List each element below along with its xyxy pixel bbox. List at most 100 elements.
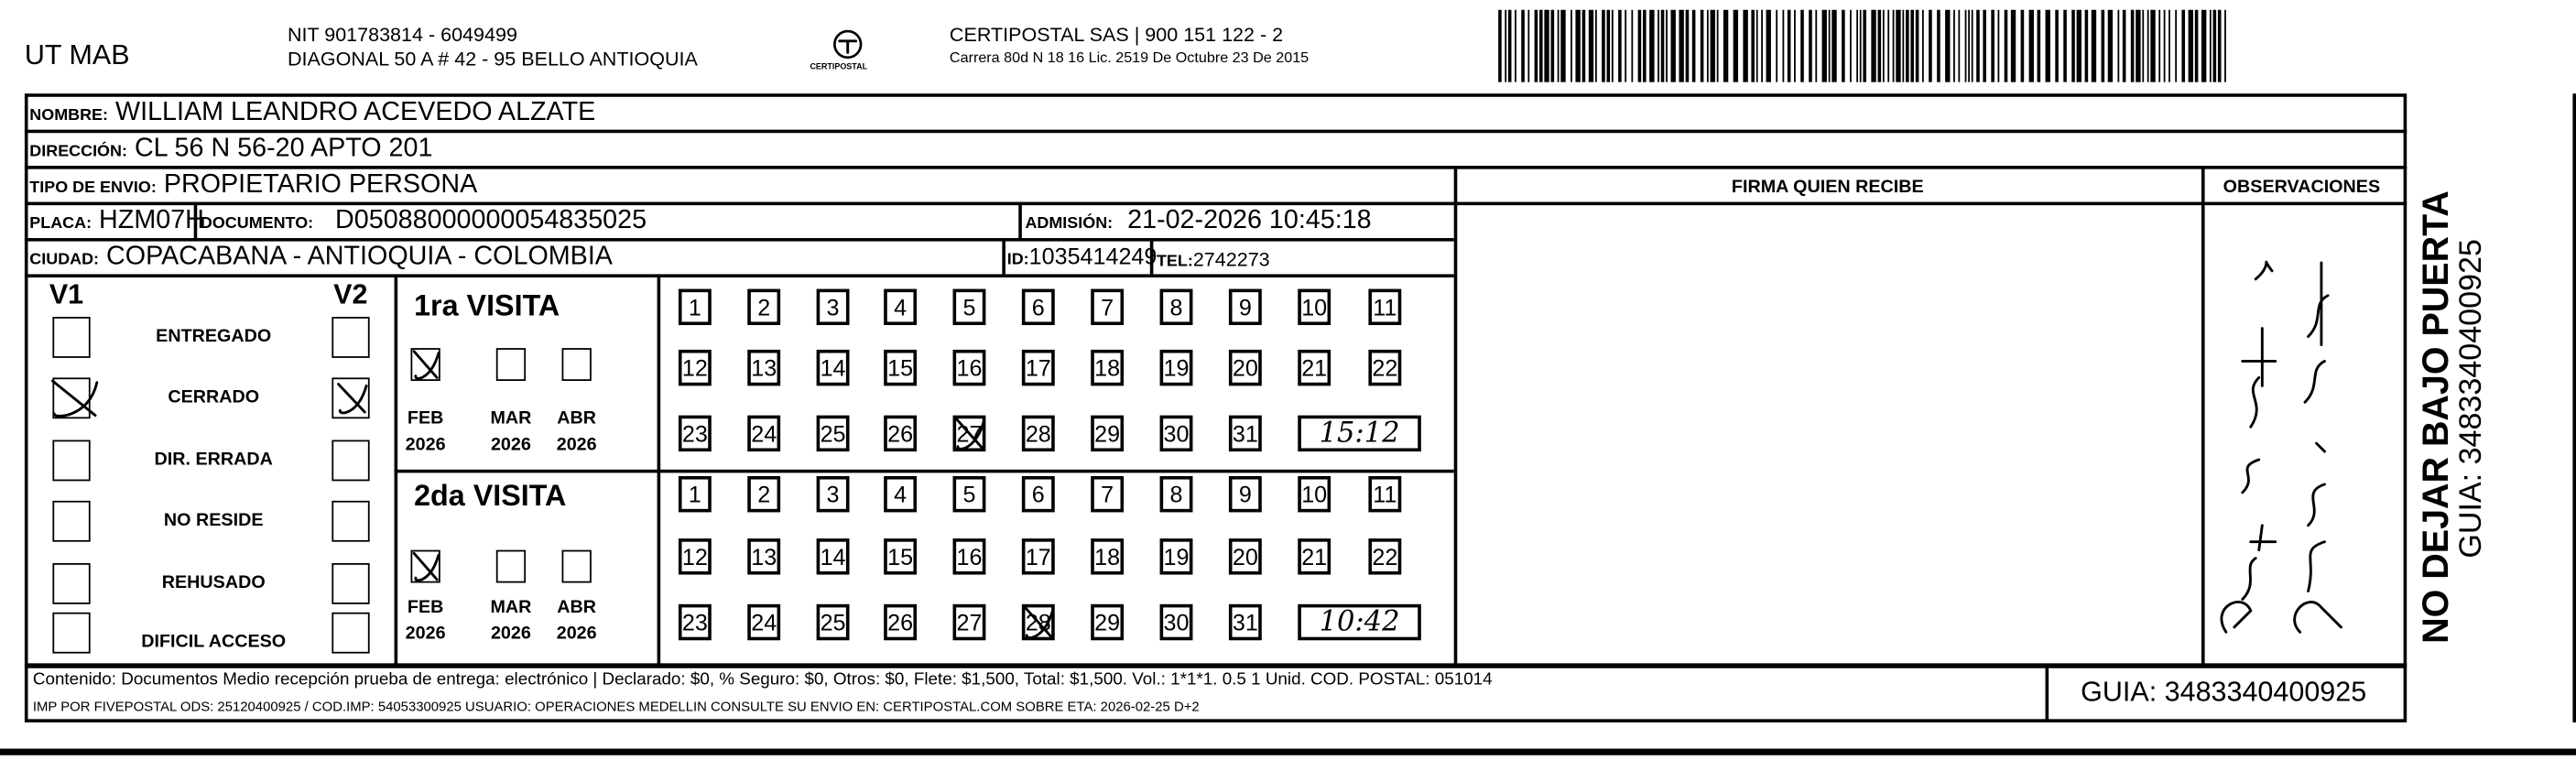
day-box[interactable]: 1 xyxy=(678,475,712,513)
day-box[interactable]: 17 xyxy=(1021,538,1055,575)
barcode-bar xyxy=(1560,9,1566,82)
barcode-bar xyxy=(1743,9,1748,82)
v2-checkbox[interactable] xyxy=(332,377,370,419)
day-box[interactable]: 15 xyxy=(884,349,918,386)
v1-checkbox[interactable] xyxy=(52,440,91,482)
day-box[interactable]: 3 xyxy=(816,475,850,513)
day-box[interactable]: 21 xyxy=(1298,538,1331,575)
day-box[interactable]: 28 xyxy=(1021,415,1055,452)
day-box[interactable]: 7 xyxy=(1091,475,1125,513)
barcode-bar xyxy=(1670,9,1676,82)
v1-checkbox[interactable] xyxy=(52,500,91,542)
barcode-bar xyxy=(1887,9,1890,82)
month-checkbox-mar[interactable] xyxy=(495,348,527,381)
day-box[interactable]: 11 xyxy=(1368,288,1402,326)
day-box[interactable]: 19 xyxy=(1159,349,1193,386)
day-box[interactable]: 9 xyxy=(1228,288,1262,326)
day-box[interactable]: 23 xyxy=(678,603,712,641)
day-box[interactable]: 31 xyxy=(1228,415,1262,452)
v2-checkbox[interactable] xyxy=(332,440,370,482)
day-box[interactable]: 15 xyxy=(884,538,918,575)
day-box[interactable]: 29 xyxy=(1091,415,1125,452)
day-box[interactable]: 20 xyxy=(1228,349,1262,386)
day-box[interactable]: 10 xyxy=(1298,288,1331,326)
day-box[interactable]: 16 xyxy=(952,538,986,575)
v2-checkbox[interactable] xyxy=(332,612,370,654)
day-box[interactable]: 6 xyxy=(1021,475,1055,513)
day-box[interactable]: 27 xyxy=(952,603,986,641)
barcode-bar xyxy=(1700,9,1704,82)
day-box[interactable]: 12 xyxy=(678,349,712,386)
day-box[interactable]: 7 xyxy=(1091,288,1125,326)
v1-checkbox[interactable] xyxy=(52,562,91,604)
barcode-bar xyxy=(2150,9,2156,82)
barcode-bar xyxy=(2168,9,2170,82)
day-box[interactable]: 18 xyxy=(1091,538,1125,575)
day-box[interactable]: 29 xyxy=(1091,603,1125,641)
day-box[interactable]: 1 xyxy=(678,288,712,326)
day-box[interactable]: 10 xyxy=(1298,475,1331,513)
day-box[interactable]: 31 xyxy=(1228,603,1262,641)
v2-checkbox[interactable] xyxy=(332,500,370,542)
day-box[interactable]: 14 xyxy=(816,349,850,386)
day-box[interactable]: 26 xyxy=(884,415,918,452)
v1-checkbox[interactable] xyxy=(52,612,91,654)
v2-checkbox[interactable] xyxy=(332,317,370,358)
day-box[interactable]: 13 xyxy=(747,538,781,575)
day-box[interactable]: 19 xyxy=(1159,538,1193,575)
year-label: 2026 xyxy=(405,624,446,644)
day-box[interactable]: 22 xyxy=(1368,349,1402,386)
day-box[interactable]: 2 xyxy=(747,288,781,326)
day-box[interactable]: 4 xyxy=(884,475,918,513)
barcode-bar xyxy=(1882,9,1885,82)
content-summary: Contenido: Documentos Medio recepción pr… xyxy=(32,669,1493,690)
visit-time: 15:12 xyxy=(1298,415,1421,452)
day-box[interactable]: 3 xyxy=(816,288,850,326)
day-box[interactable]: 14 xyxy=(816,538,850,575)
day-box[interactable]: 17 xyxy=(1021,349,1055,386)
day-box[interactable]: 24 xyxy=(747,603,781,641)
signature-area[interactable] xyxy=(1454,203,2201,663)
day-box[interactable]: 23 xyxy=(678,415,712,452)
day-box[interactable]: 6 xyxy=(1021,288,1055,326)
day-box[interactable]: 12 xyxy=(678,538,712,575)
day-box[interactable]: 8 xyxy=(1159,475,1193,513)
day-box[interactable]: 21 xyxy=(1298,349,1331,386)
barcode-bar xyxy=(2175,9,2178,82)
month-checkbox-mar[interactable] xyxy=(495,549,527,583)
barcode-bar xyxy=(2071,9,2075,82)
v1-checkbox[interactable] xyxy=(52,317,91,358)
month-checkbox-abr[interactable] xyxy=(561,348,592,381)
day-box[interactable]: 25 xyxy=(816,415,850,452)
v2-checkbox[interactable] xyxy=(332,562,370,604)
day-box[interactable]: 24 xyxy=(747,415,781,452)
day-box[interactable]: 5 xyxy=(952,475,986,513)
barcode-bar xyxy=(1877,9,1882,82)
day-box[interactable]: 13 xyxy=(747,349,781,386)
day-box[interactable]: 22 xyxy=(1368,538,1402,575)
day-box[interactable]: 20 xyxy=(1228,538,1262,575)
day-box[interactable]: 8 xyxy=(1159,288,1193,326)
barcode-bar xyxy=(1521,9,1525,82)
day-box[interactable]: 11 xyxy=(1368,475,1402,513)
barcode-bar xyxy=(1821,9,1827,82)
month-label: MAR xyxy=(490,597,532,618)
day-box[interactable]: 4 xyxy=(884,288,918,326)
month-checkbox-feb[interactable] xyxy=(410,348,440,381)
barcode-bar xyxy=(1842,9,1845,82)
placa-label: PLACA: xyxy=(29,214,92,233)
barcode-bar xyxy=(2091,9,2097,82)
day-box[interactable]: 16 xyxy=(952,349,986,386)
day-box[interactable]: 30 xyxy=(1159,603,1193,641)
day-box[interactable]: 5 xyxy=(952,288,986,326)
day-box[interactable]: 25 xyxy=(816,603,850,641)
day-box[interactable]: 26 xyxy=(884,603,918,641)
day-box[interactable]: 30 xyxy=(1159,415,1193,452)
day-box[interactable]: 18 xyxy=(1091,349,1125,386)
v1-check-mark xyxy=(50,379,99,418)
day-box[interactable]: 2 xyxy=(747,475,781,513)
month-checkbox-feb[interactable] xyxy=(410,549,440,583)
day-box[interactable]: 9 xyxy=(1228,475,1262,513)
month-checkbox-abr[interactable] xyxy=(561,549,592,583)
barcode-bar xyxy=(1637,9,1642,82)
